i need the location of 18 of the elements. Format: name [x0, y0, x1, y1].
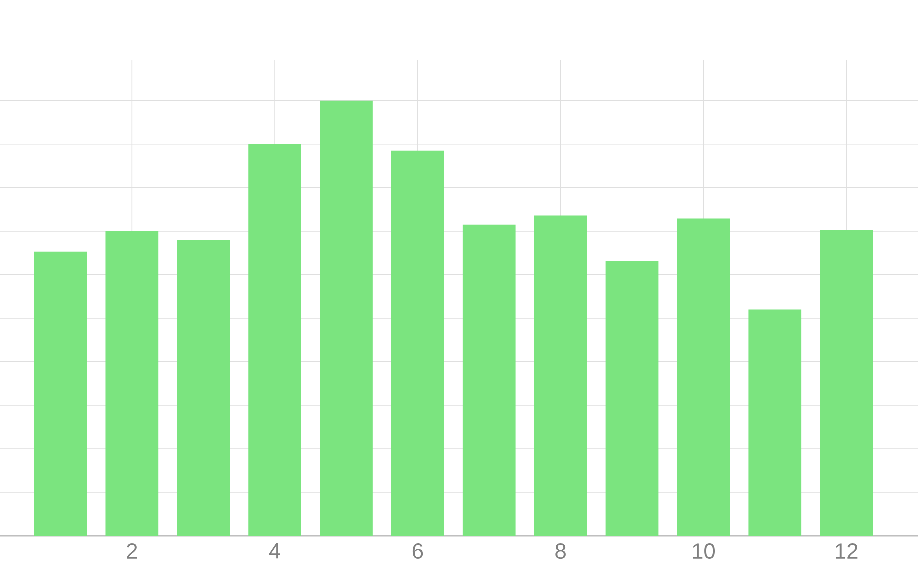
bar	[820, 230, 874, 536]
x-tick-label: 6	[412, 544, 424, 560]
x-tick-label: 2	[127, 544, 138, 559]
bar	[177, 240, 230, 536]
x-tick-label: 10	[693, 544, 716, 560]
bar	[320, 100, 373, 536]
bar	[34, 252, 88, 536]
bar	[462, 224, 516, 536]
x-tick-label: 4	[269, 544, 280, 559]
bar	[534, 216, 588, 536]
bar	[677, 218, 730, 536]
x-tick-label: 12	[836, 544, 858, 559]
bar	[748, 310, 802, 536]
bar	[106, 230, 159, 536]
bar	[248, 144, 302, 536]
bar	[606, 261, 659, 536]
bar	[391, 150, 444, 536]
x-tick-label: 8	[556, 544, 566, 560]
